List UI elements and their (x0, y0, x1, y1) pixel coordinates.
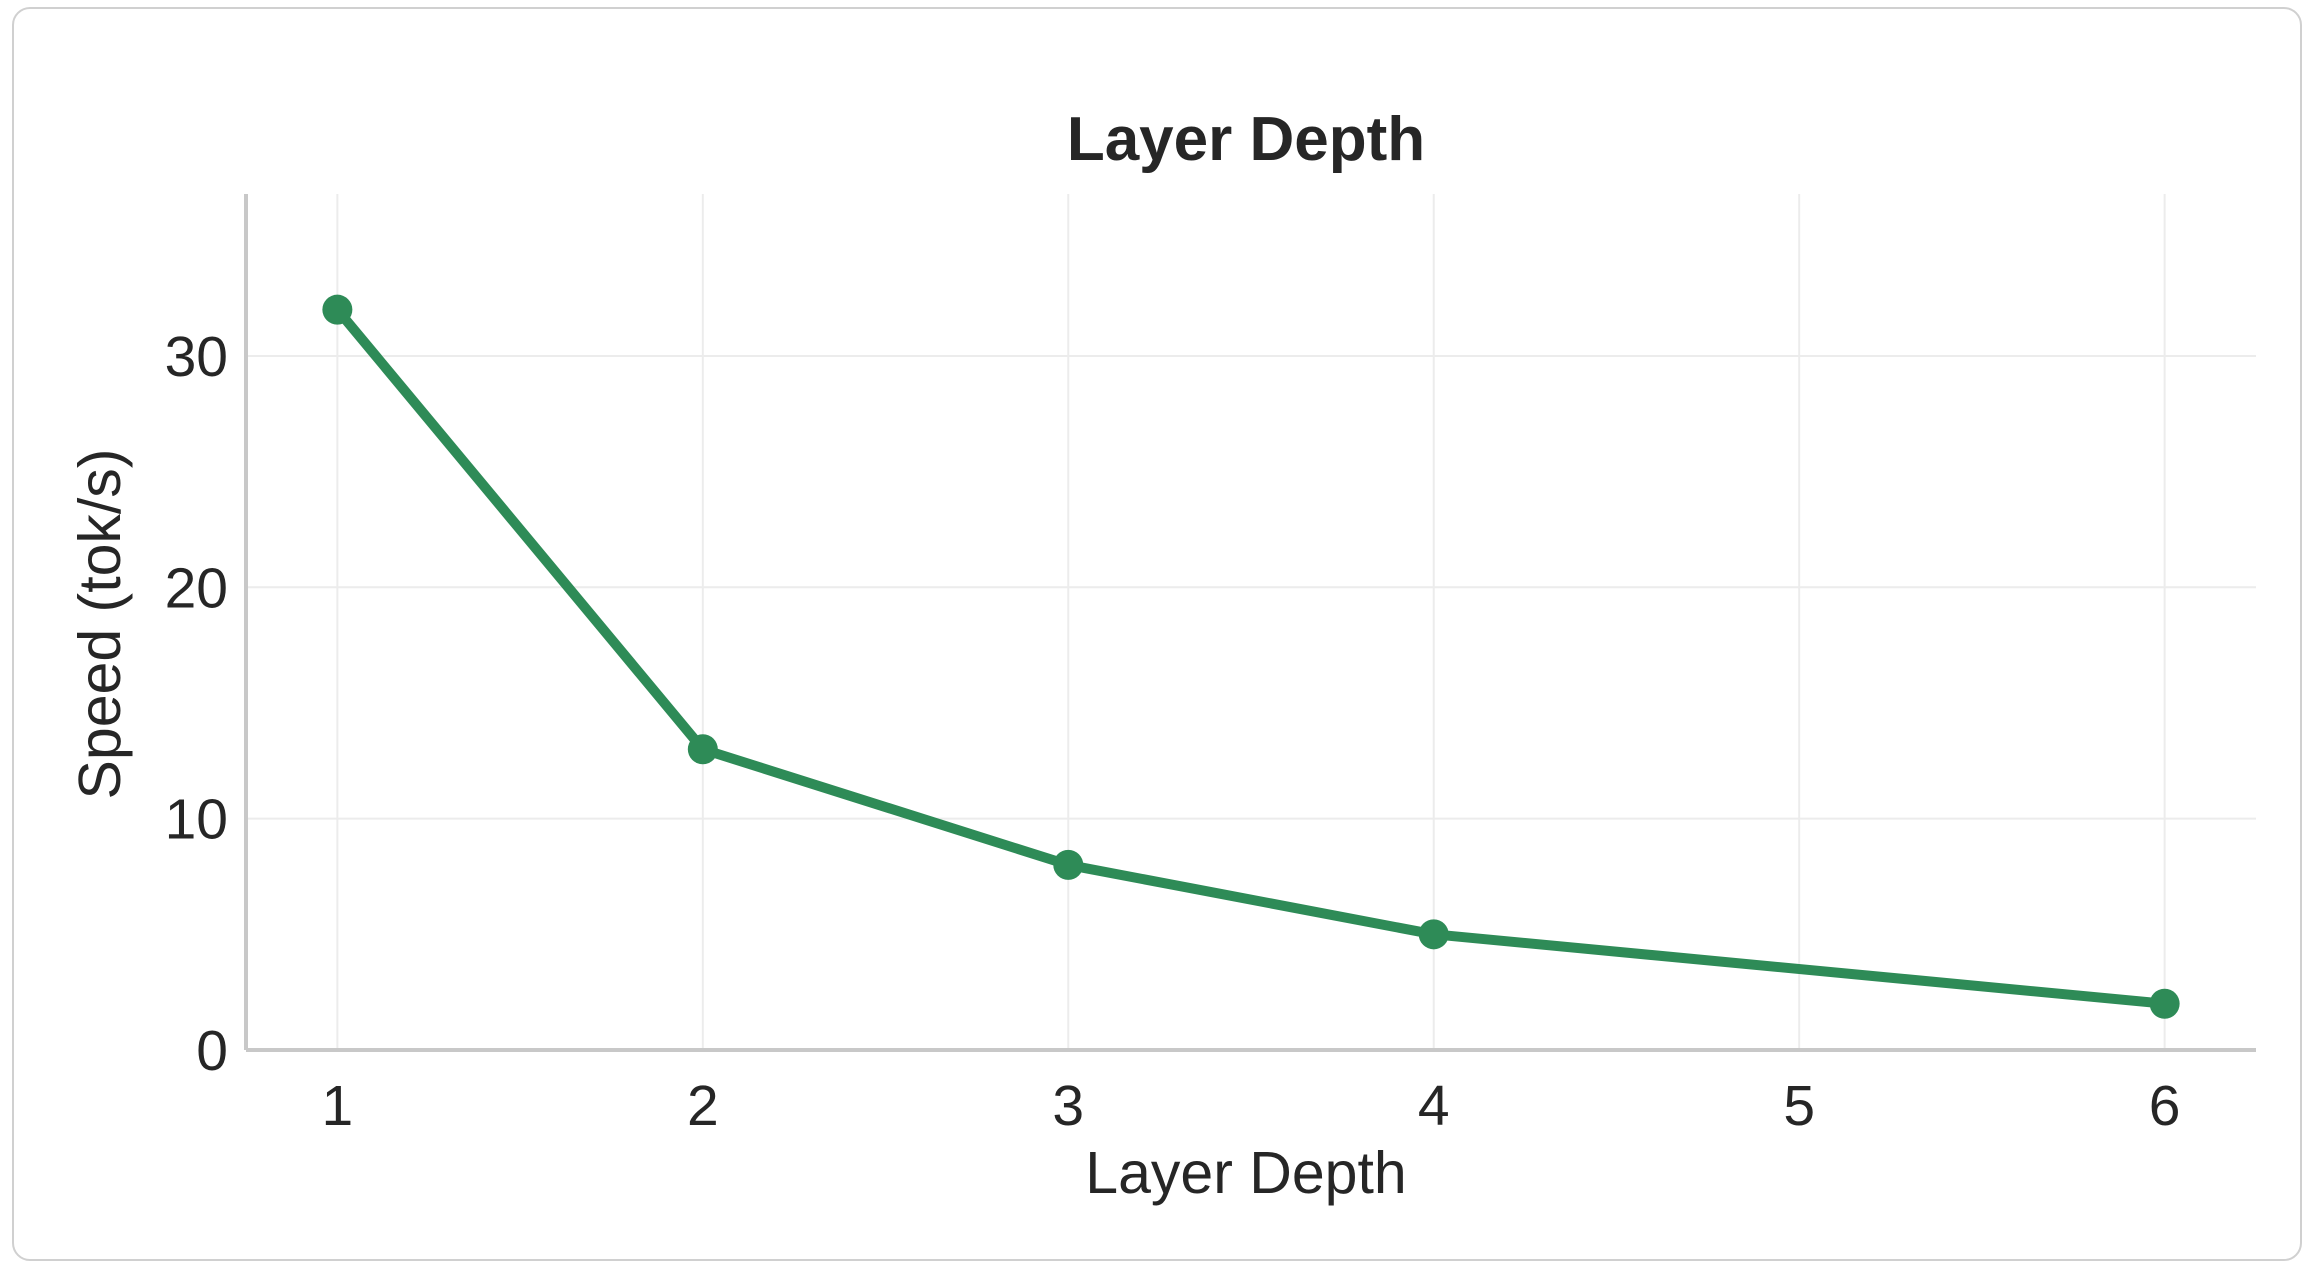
x-tick-label: 4 (1418, 1074, 1450, 1138)
y-tick-label: 0 (196, 1019, 228, 1083)
x-tick-label: 1 (322, 1074, 354, 1138)
y-tick-label: 30 (165, 325, 228, 389)
x-tick-label: 5 (1783, 1074, 1815, 1138)
y-axis-label: Speed (tok/s) (67, 449, 133, 800)
axes (244, 194, 2256, 1052)
y-tick-label: 20 (165, 556, 228, 620)
series-line (332, 304, 2170, 1009)
tick-labels: 1 2 3 4 5 6 0 10 20 30 (165, 325, 2181, 1138)
x-tick-label: 3 (1052, 1074, 1084, 1138)
y-tick-label: 10 (165, 788, 228, 852)
data-point (1053, 849, 1084, 880)
x-axis-label: Layer Depth (1085, 1140, 1406, 1206)
data-point (322, 294, 353, 325)
data-point (2149, 988, 2180, 1019)
data-point (1418, 919, 1449, 950)
grid (246, 194, 2256, 1050)
data-point (687, 734, 718, 765)
series (322, 294, 2180, 1019)
x-tick-label: 6 (2149, 1074, 2181, 1138)
chart-title: Layer Depth (1067, 105, 1425, 174)
x-tick-label: 2 (687, 1074, 719, 1138)
